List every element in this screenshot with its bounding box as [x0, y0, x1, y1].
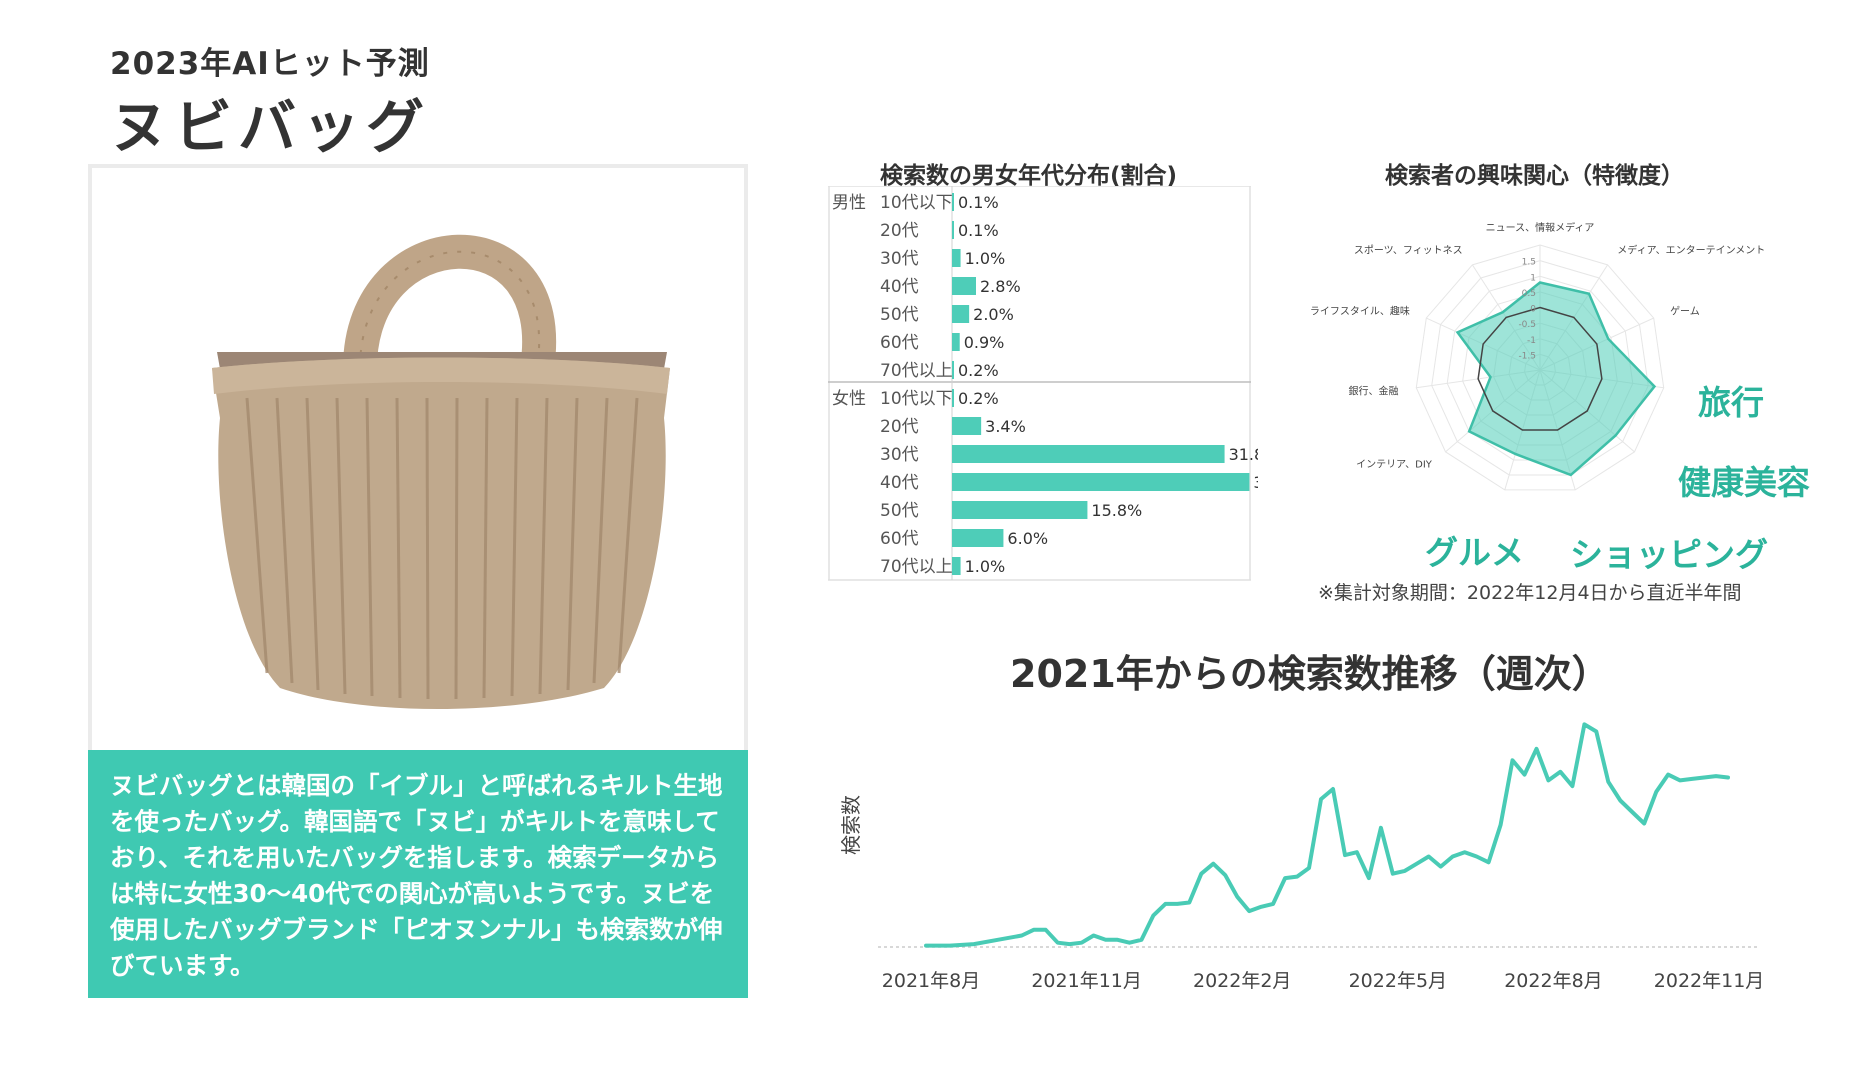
highlight-travel: 旅行: [1698, 383, 1764, 422]
page-subtitle: 2023年AIヒット予測: [110, 46, 430, 82]
bar: [952, 473, 1250, 491]
radar-scale-label: 0.5: [1522, 289, 1536, 299]
bar-value-label: 0.1%: [958, 193, 999, 212]
radar-axis-label: スポーツ、フィットネス: [1354, 245, 1463, 257]
bar: [952, 333, 960, 351]
line-chart-title: 2021年からの検索数推移（週次）: [1010, 652, 1610, 696]
period-note: ※集計対象期間：2022年12月4日から直近半年間: [1318, 582, 1742, 604]
page-title: ヌビバッグ: [110, 93, 431, 161]
bar: [952, 193, 954, 211]
bar: [952, 305, 970, 323]
radar-reference-ring: [1477, 306, 1603, 431]
radar-axis-label: 銀行、金融: [1348, 384, 1398, 397]
bar-value-label: 3.4%: [985, 417, 1026, 436]
radar-scale-label: -0.5: [1518, 320, 1536, 330]
line-x-tick-label: 2022年8月: [1504, 970, 1602, 992]
radar-chart-title: 検索者の興味関心（特徴度）: [1385, 163, 1684, 189]
radar-axis-label: ニュース、情報メディア: [1486, 221, 1595, 234]
bar-category-label: 30代: [880, 249, 919, 269]
bar-value-label: 6.0%: [1007, 529, 1048, 548]
line-chart-ylabel: 検索数: [839, 795, 863, 855]
line-x-tick-label: 2022年11月: [1654, 970, 1765, 992]
bar-value-label: 15.8%: [1091, 501, 1142, 520]
radar-scale-label: 1: [1530, 273, 1536, 283]
highlight-gourmet: グルメ: [1425, 533, 1524, 572]
bar-value-label: 1.0%: [965, 249, 1006, 268]
bar-category-label: 70代以上: [880, 361, 953, 381]
bar: [952, 557, 961, 575]
line-x-tick-label: 2021年8月: [882, 970, 980, 992]
bar-chart-title: 検索数の男女年代分布(割合): [880, 163, 1178, 189]
bar-value-label: 0.1%: [958, 221, 999, 240]
bar: [952, 221, 954, 239]
bar-value-label: 0.9%: [964, 333, 1005, 352]
bar-group-label: 男性: [832, 193, 866, 213]
radar-axis-label: ゲーム: [1670, 306, 1700, 318]
bar: [952, 445, 1225, 463]
radar-scale-label: 1.5: [1522, 258, 1536, 268]
radar-series-area: [1455, 281, 1657, 477]
search-volume-line: [924, 722, 1730, 948]
bar-value-label: 1.0%: [965, 557, 1006, 576]
radar-scale-label: -1: [1527, 336, 1536, 346]
line-x-tick-label: 2022年2月: [1193, 970, 1291, 992]
interest-radar-chart: 1.5 1 0.5 0 -0.5 -1 -1.5 ニュース、情報メディアメディア、エンターテイ…: [1310, 221, 1765, 491]
bar-value-label: 2.0%: [973, 305, 1014, 324]
radar-grid-ring: [1431, 260, 1649, 476]
bar-value-label: 0.2%: [958, 389, 999, 408]
bar-category-label: 70代以上: [880, 557, 953, 577]
highlight-shopping: ショッピング: [1570, 535, 1768, 574]
bar-value-label: 34.7%: [1253, 473, 1258, 492]
line-x-tick-label: 2021年11月: [1031, 970, 1142, 992]
bar-category-label: 60代: [880, 333, 919, 353]
bar: [952, 529, 1004, 547]
description-text: ヌビバッグとは韓国の「イブル」と呼ばれるキルト生地を使ったバッグ。韓国語で「ヌビ…: [88, 750, 748, 998]
tote-bag-illustration: [212, 234, 670, 709]
bar: [952, 501, 1088, 519]
bar-category-label: 40代: [880, 473, 919, 493]
gender-age-bar-chart: 男性 10代以下 0.1% 20代 0.1% 30代 1.0% 40代 2.8% 50代 2.0% 6…: [828, 186, 1258, 581]
radar-axis-label: インテリア、DIY: [1356, 460, 1433, 471]
radar-axis-label: ライフスタイル、趣味: [1310, 305, 1410, 318]
bar-category-label: 50代: [880, 305, 919, 325]
bar-category-label: 50代: [880, 501, 919, 521]
bar: [952, 389, 954, 407]
bar-category-label: 20代: [880, 417, 919, 437]
radar-scale-label: -1.5: [1518, 351, 1536, 361]
bar: [952, 249, 961, 267]
bar-group-label: 女性: [832, 389, 866, 409]
bar-value-label: 2.8%: [980, 277, 1021, 296]
radar-scale-label: 0: [1530, 305, 1536, 315]
bar-category-label: 10代以下: [880, 389, 953, 409]
bar: [952, 277, 976, 295]
bar-category-label: 20代: [880, 221, 919, 241]
bar-value-label: 31.8%: [1229, 445, 1258, 464]
radar-axis-label: メディア、エンターテインメント: [1617, 244, 1765, 257]
bar: [952, 361, 954, 379]
bar: [952, 417, 982, 435]
line-x-tick-label: 2022年5月: [1349, 970, 1447, 992]
weekly-search-line-chart: 検索数 2021年8月 2021年11月 2022年2月 2022年5月 2022年8月…: [839, 722, 1765, 992]
bar-category-label: 40代: [880, 277, 919, 297]
bar-category-label: 60代: [880, 529, 919, 549]
highlight-beauty: 健康美容: [1678, 463, 1810, 502]
bar-value-label: 0.2%: [958, 361, 999, 380]
bar-category-label: 10代以下: [880, 193, 953, 213]
bar-category-label: 30代: [880, 445, 919, 465]
radar-grid-ring: [1415, 244, 1665, 491]
